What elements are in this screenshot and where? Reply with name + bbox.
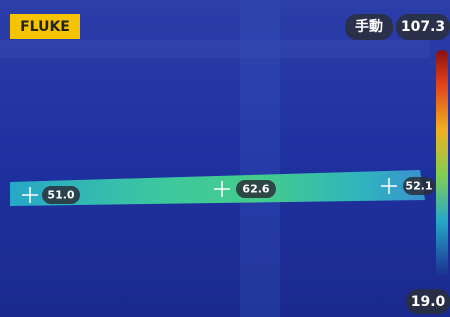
- background-beam: [0, 40, 430, 58]
- spot-temp: 62.6: [242, 183, 269, 196]
- color-scale: [436, 50, 448, 278]
- scale-min: 19.0: [411, 294, 446, 310]
- page: FLUKE 手動 107.3 19.0 51.0 62.6 52.1 (() =…: [0, 0, 450, 317]
- spot-temp: 51.0: [47, 189, 74, 202]
- thermal-view: FLUKE 手動 107.3 19.0 51.0 62.6 52.1: [0, 0, 450, 317]
- mode[interactable]: 手動: [355, 18, 383, 35]
- logo: FLUKE: [20, 19, 70, 35]
- scale-max: 107.3: [401, 19, 445, 35]
- spot-temp: 52.1: [405, 180, 432, 193]
